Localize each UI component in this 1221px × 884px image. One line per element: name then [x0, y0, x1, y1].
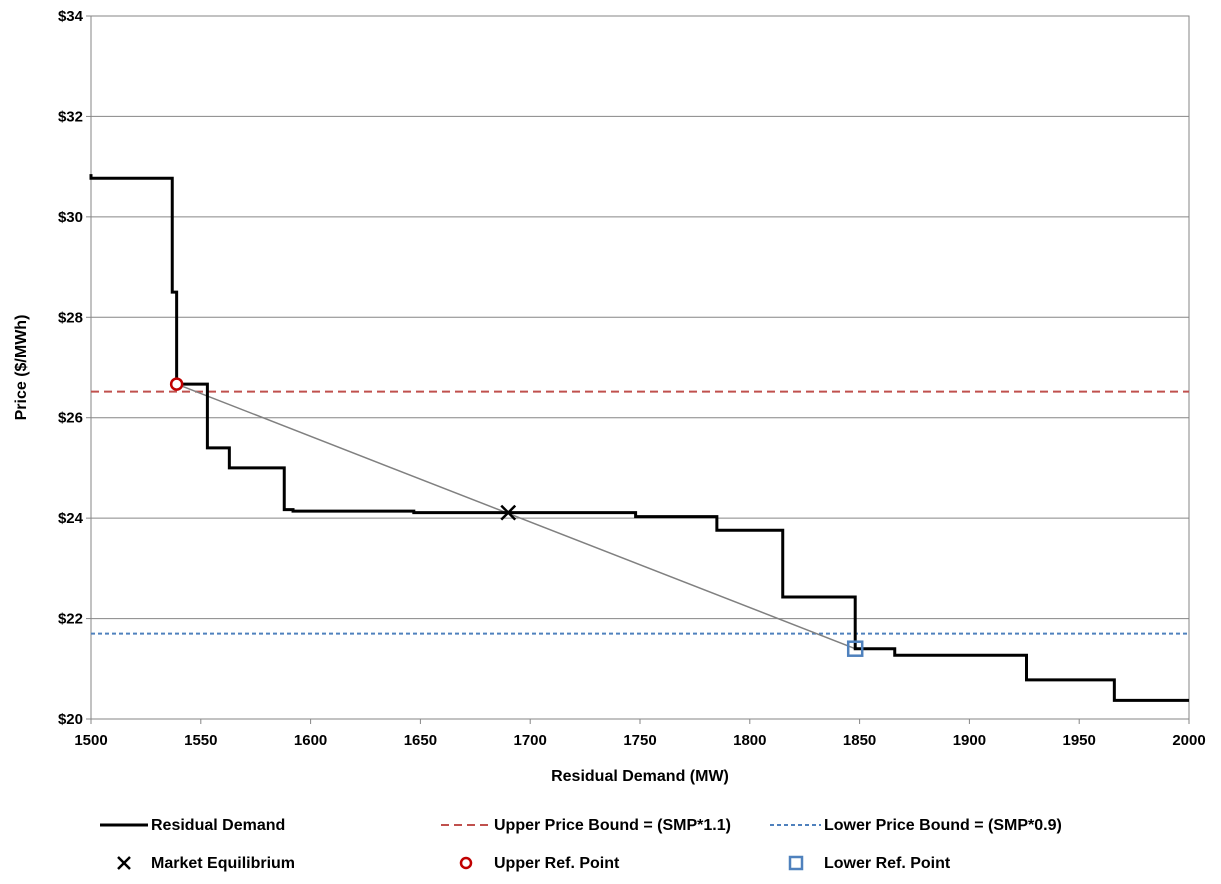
- legend-symbol-lower-ref: [788, 855, 804, 871]
- residual-demand-series: [89, 174, 1189, 702]
- legend-label-residual-demand: Residual Demand: [151, 817, 285, 834]
- x-tick-label: 1950: [1063, 732, 1096, 749]
- x-stroke: [117, 856, 131, 870]
- y-tick-label: $22: [58, 611, 83, 628]
- x-tick-label: 1900: [953, 732, 986, 749]
- legend-label-upper-bound: Upper Price Bound = (SMP*1.1): [494, 817, 731, 834]
- x-tick-label: 1600: [294, 732, 327, 749]
- y-axis-title: Price ($/MWh): [13, 315, 30, 421]
- legend-item-upper-ref: Upper Ref. Point: [459, 855, 620, 872]
- lower-ref-marker: [846, 640, 864, 657]
- x-axis-ticks: 1500 1550 1600 1650 1700 1750 1800 1850 1900 1950…: [74, 719, 1206, 749]
- x-tick-label: 1500: [74, 732, 107, 749]
- legend-x-glyph: [117, 856, 131, 870]
- legend-item-market-equilibrium: Market Equilibrium: [117, 855, 295, 872]
- legend-item-lower-ref: Lower Ref. Point: [788, 855, 951, 872]
- upper-ref-marker: [169, 377, 184, 391]
- legend-label-lower-ref: Lower Ref. Point: [824, 855, 951, 872]
- gridlines: [91, 15, 1189, 720]
- legend-label-lower-bound: Lower Price Bound = (SMP*0.9): [824, 817, 1062, 834]
- x-stroke: [500, 504, 517, 521]
- y-tick-label: $28: [58, 309, 83, 326]
- x-tick-label: 1650: [404, 732, 437, 749]
- x-tick-label: 1700: [514, 732, 547, 749]
- reference-line: [176, 383, 856, 650]
- legend-label-market-equilibrium: Market Equilibrium: [151, 855, 295, 872]
- legend-item-residual-demand: Residual Demand: [100, 817, 285, 834]
- x-axis-title: Residual Demand (MW): [551, 768, 729, 785]
- x-tick-label: 1550: [184, 732, 217, 749]
- residual-demand-line: [89, 174, 1189, 702]
- y-tick-label: $20: [58, 711, 83, 728]
- legend-item-lower-bound: Lower Price Bound = (SMP*0.9): [770, 817, 1062, 834]
- legend-symbol-market-equilibrium: [117, 856, 131, 870]
- y-axis-ticks: $20 $22 $24 $26 $28 $30 $32 $34: [58, 8, 91, 728]
- legend-label-upper-ref: Upper Ref. Point: [494, 855, 620, 872]
- plot-area: [90, 15, 1190, 720]
- x-tick-label: 1800: [733, 732, 766, 749]
- legend-symbol-upper-ref: [459, 856, 473, 870]
- legend: Residual Demand Upper Price Bound = (SMP…: [100, 817, 1062, 872]
- markers: [169, 377, 864, 657]
- y-tick-label: $26: [58, 410, 83, 427]
- x-tick-label: 1750: [623, 732, 656, 749]
- market-equilibrium-marker: [500, 504, 517, 521]
- x-tick-label: 2000: [1172, 732, 1205, 749]
- y-tick-label: $24: [58, 510, 84, 527]
- reference-connector-line: [176, 383, 856, 650]
- legend-item-upper-bound: Upper Price Bound = (SMP*1.1): [441, 817, 731, 834]
- x-tick-label: 1850: [843, 732, 876, 749]
- y-tick-label: $34: [58, 8, 84, 25]
- y-tick-label: $30: [58, 209, 83, 226]
- y-tick-label: $32: [58, 108, 83, 125]
